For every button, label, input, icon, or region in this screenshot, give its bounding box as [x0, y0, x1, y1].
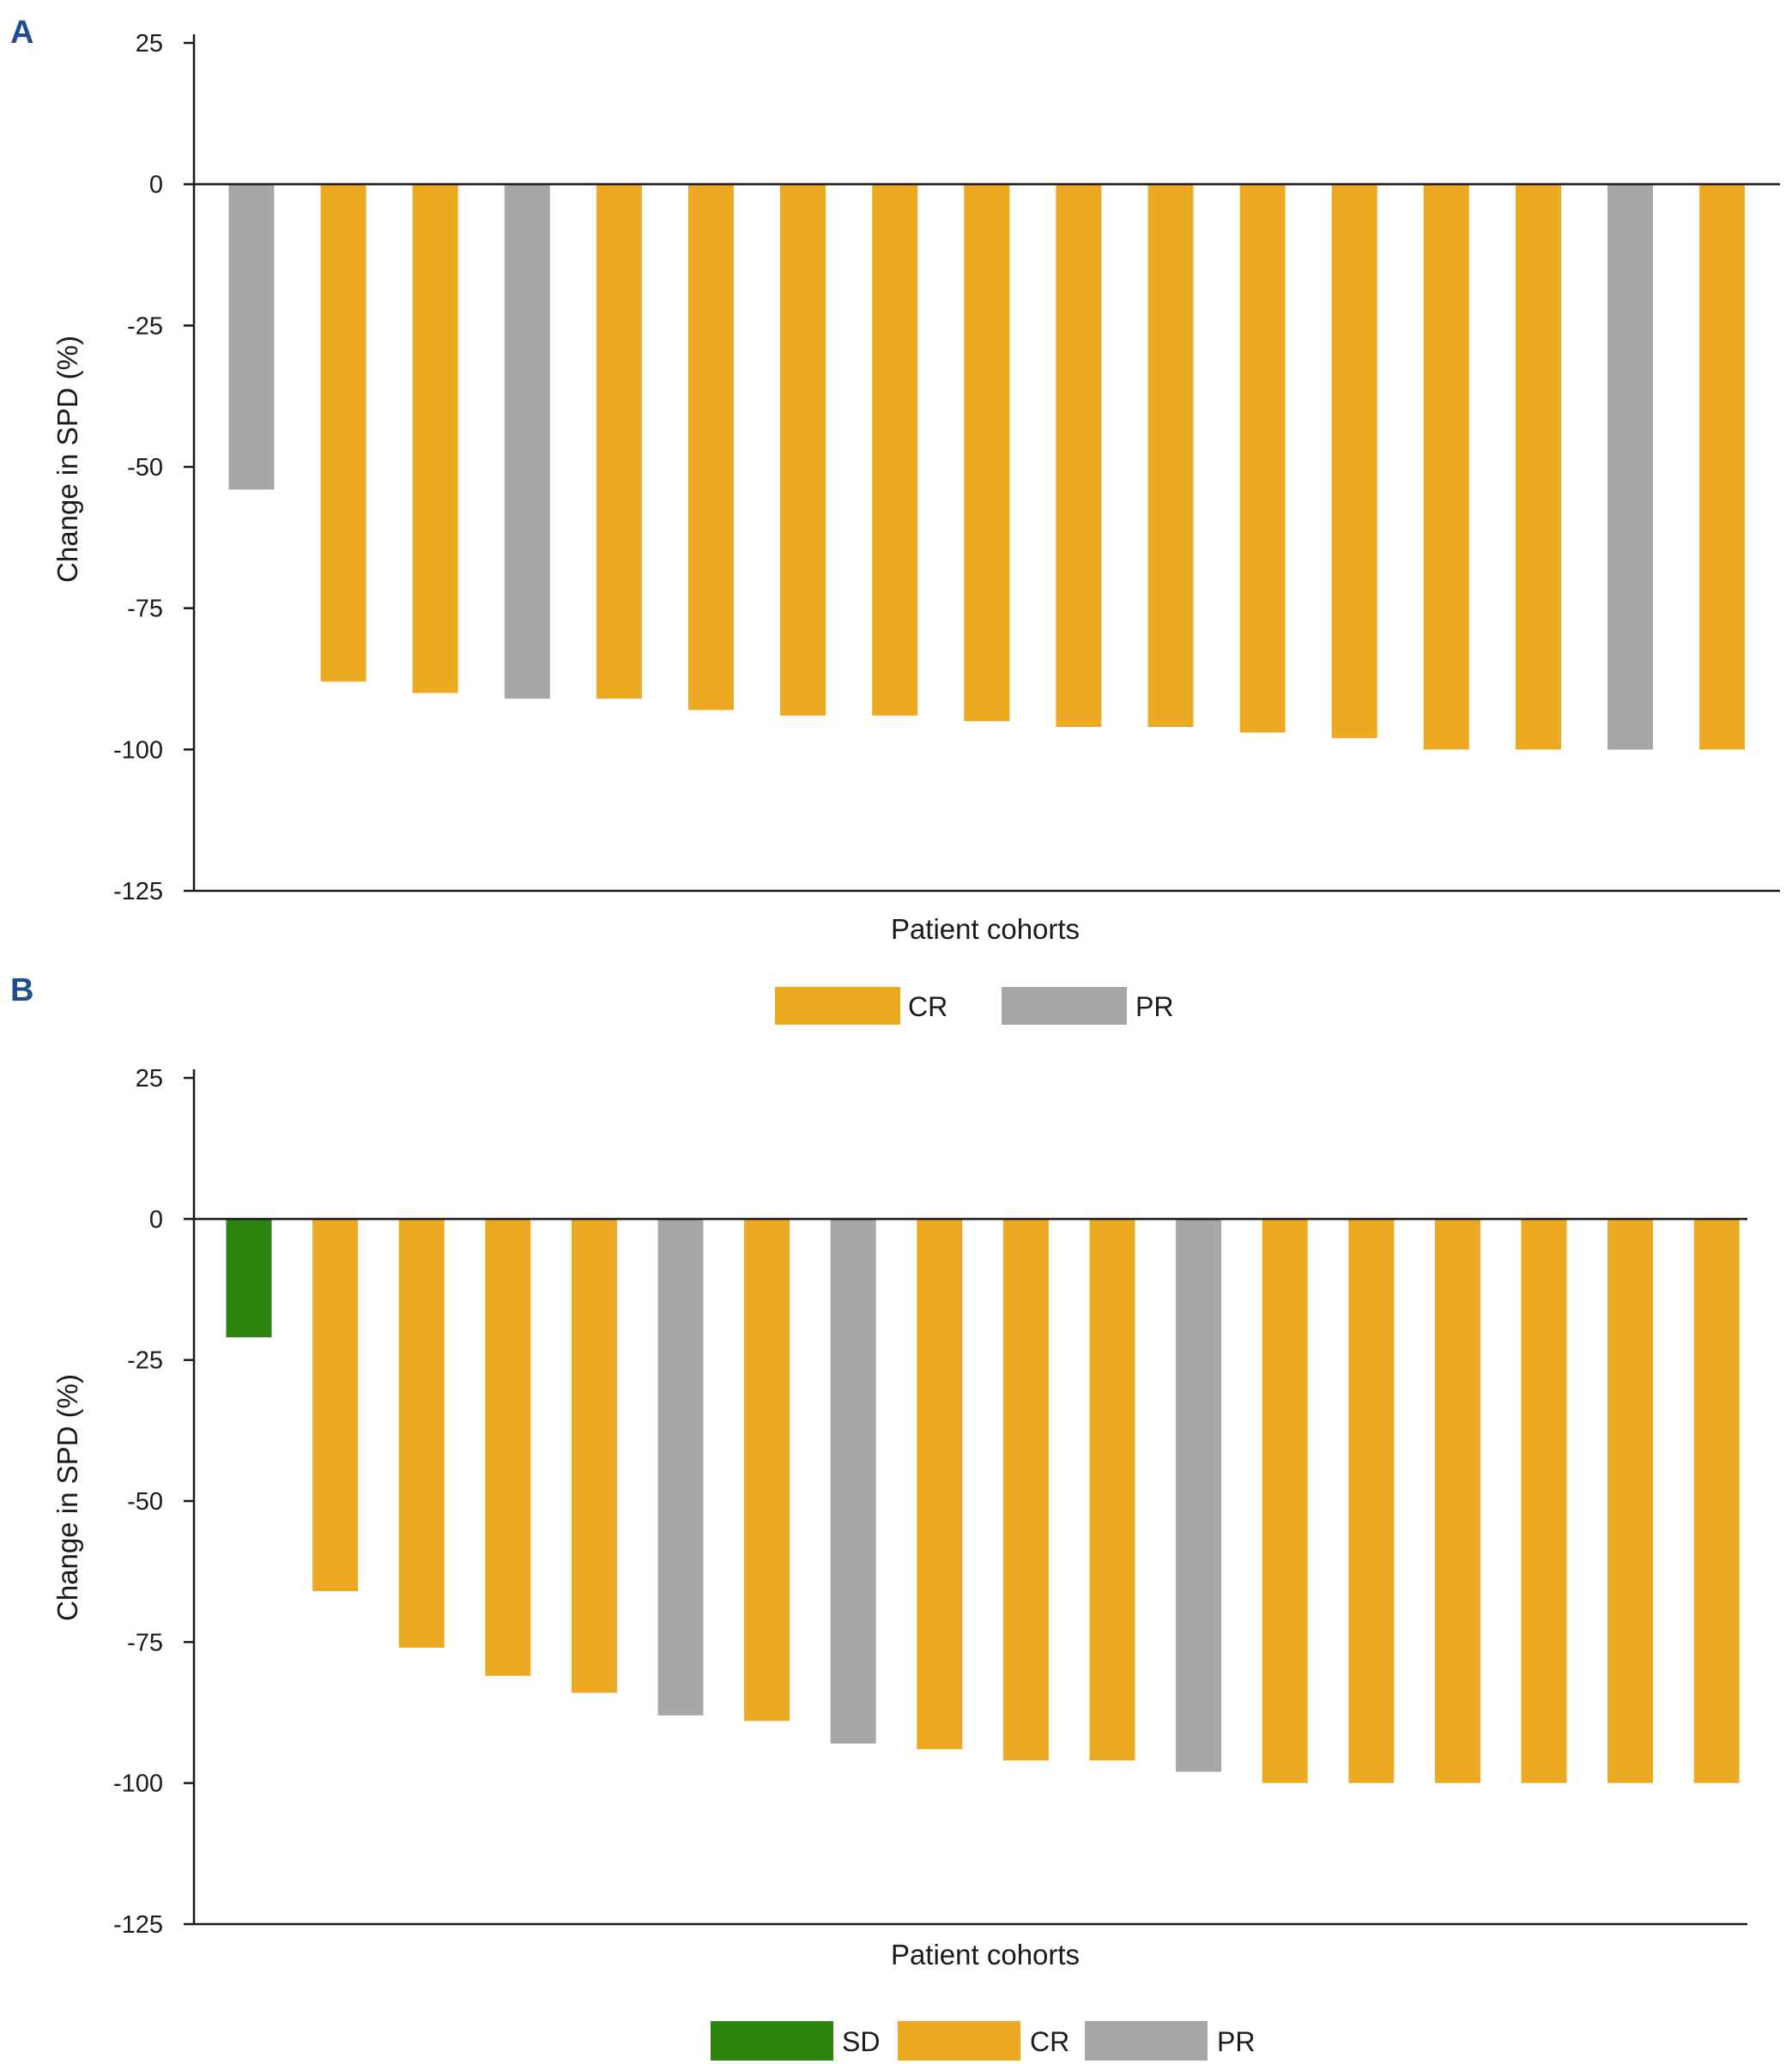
panel-b-bar-13: [1262, 1219, 1308, 1783]
panel-a-legend: CR PR: [775, 987, 1173, 1025]
panel-a-bar-10: [1056, 184, 1102, 727]
panel-a-legend-label-cr: CR: [908, 991, 947, 1022]
panel-a-bars: [228, 184, 1746, 750]
panel-b-legend-swatch-pr: [1085, 2021, 1208, 2061]
panel-a-y-tick-label: -25: [127, 312, 163, 340]
panel-b-y-axis: 25 0 -25 -50 -75 -100 -125: [113, 1065, 1747, 1939]
panel-a-legend-swatch-cr: [775, 987, 900, 1025]
panel-b-y-tick-label: -50: [127, 1488, 163, 1516]
panel-b-bar-5: [571, 1219, 617, 1693]
panel-b-bar-14: [1348, 1219, 1395, 1783]
panel-a-bar-16: [1607, 184, 1653, 750]
panel-b-bar-10: [1002, 1219, 1049, 1761]
panel-a-legend-swatch-pr: [1002, 987, 1127, 1025]
panel-b-legend-label-sd: SD: [842, 2026, 880, 2057]
panel-b-bar-16: [1521, 1219, 1567, 1783]
panel-b-y-tick-label: -75: [127, 1629, 163, 1656]
panel-a-y-tick-label: -75: [127, 596, 163, 623]
panel-a-bar-15: [1515, 184, 1561, 750]
panel-b-legend: SD CR PR: [711, 2021, 1255, 2061]
panel-b-legend-label-pr: PR: [1217, 2026, 1255, 2057]
panel-a-y-tick-label: 0: [149, 172, 163, 199]
panel-b-bar-3: [398, 1219, 445, 1648]
panel-a-y-tick-label: -125: [113, 878, 163, 905]
panel-a: A 25 0 -25 -50 -75 -100 -125 Change in SPD (%)…: [10, 15, 1780, 1025]
panel-b-bar-6: [657, 1219, 704, 1716]
panel-b-bar-11: [1089, 1219, 1135, 1761]
panel-a-bar-13: [1331, 184, 1377, 739]
panel-b-bar-2: [312, 1219, 359, 1592]
panel-b-legend-swatch-cr: [898, 2021, 1020, 2061]
panel-a-y-axis: 25 0 -25 -50 -75 -100 -125: [113, 30, 1780, 905]
panel-a-bar-12: [1239, 184, 1286, 733]
panel-b-bar-9: [917, 1219, 963, 1750]
panel-b-bar-7: [744, 1219, 790, 1722]
panel-a-y-axis-title: Change in SPD (%): [51, 336, 83, 583]
panel-a-bar-9: [964, 184, 1010, 722]
panel-b-legend-swatch-sd: [711, 2021, 833, 2061]
panel-b-bar-12: [1176, 1219, 1222, 1772]
panel-b-legend-label-cr: CR: [1030, 2026, 1069, 2057]
panel-a-bar-11: [1147, 184, 1194, 727]
panel-a-legend-label-pr: PR: [1135, 991, 1173, 1022]
panel-b-y-tick-label: -25: [127, 1347, 163, 1375]
panel-b-y-tick-label: 25: [136, 1065, 163, 1093]
panel-b-y-tick-label: -125: [113, 1911, 163, 1939]
panel-b-bars: [226, 1219, 1740, 1783]
panel-a-bar-14: [1423, 184, 1469, 750]
panel-a-bar-1: [228, 184, 275, 490]
panel-a-bar-4: [504, 184, 550, 699]
panel-a-y-tick-label: -100: [113, 736, 163, 764]
panel-a-bar-8: [872, 184, 918, 716]
panel-b-y-axis-title: Change in SPD (%): [51, 1374, 83, 1621]
panel-a-bar-17: [1699, 184, 1746, 750]
panel-b-x-axis-title: Patient cohorts: [891, 1939, 1080, 1970]
panel-b-bar-15: [1434, 1219, 1480, 1783]
panel-b-bar-18: [1693, 1219, 1740, 1783]
panel-b-bar-8: [830, 1219, 876, 1744]
panel-b-bar-4: [485, 1219, 531, 1676]
panel-b-bar-17: [1607, 1219, 1654, 1783]
panel-a-bar-2: [320, 184, 366, 682]
panel-b-bar-1: [226, 1219, 272, 1338]
panel-b-y-tick-label: -100: [113, 1770, 163, 1798]
panel-a-bar-5: [596, 184, 642, 699]
panel-a-y-tick-label: -50: [127, 454, 163, 481]
panel-a-bar-3: [412, 184, 458, 693]
panel-a-bar-6: [688, 184, 734, 711]
panel-a-label: A: [10, 15, 33, 51]
panel-a-y-tick-label: 25: [136, 30, 163, 58]
panel-b-label: B: [10, 972, 33, 1008]
panel-a-x-axis-title: Patient cohorts: [891, 913, 1080, 945]
panel-b: B 25 0 -25 -50 -75 -100 -125 Change in SPD (%)…: [10, 972, 1747, 2061]
panel-a-bar-7: [780, 184, 826, 716]
panel-b-y-tick-label: 0: [149, 1206, 163, 1233]
